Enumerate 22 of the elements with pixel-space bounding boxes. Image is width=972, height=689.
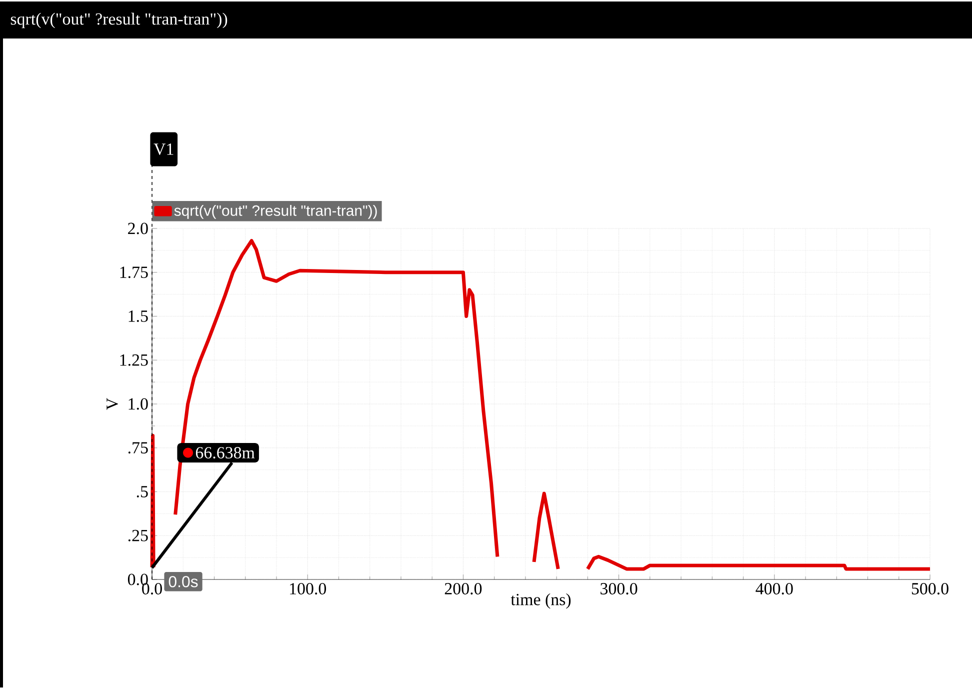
- y-tick-label: 1.5: [128, 310, 148, 322]
- y-tick-label: 1.75: [120, 266, 148, 278]
- annotation: 66.638m: [196, 447, 255, 459]
- x-tick-label: 100.0: [290, 583, 326, 594]
- x-tick-label: 0.0: [142, 583, 162, 594]
- y-axis-title: V: [106, 398, 118, 410]
- y-tick-label: 2.0: [128, 222, 148, 234]
- chart-title: sqrt(v("out" ?result "tran-tran")): [10, 12, 228, 28]
- y-tick-label: .25: [128, 530, 148, 542]
- y-tick-label: .5: [136, 486, 148, 498]
- y-tick-label: 1.0: [128, 398, 148, 410]
- x-axis-title: time (ns): [510, 593, 571, 609]
- y-tick-label: .75: [128, 442, 148, 454]
- x-tick-label: 500.0: [912, 583, 948, 594]
- legend-label: sqrt(v("out" ?result "tran-tran")): [174, 204, 377, 219]
- x-tick-label: 400.0: [756, 583, 793, 594]
- y-tick-label: 1.25: [120, 354, 148, 366]
- x-tick-label: 300.0: [600, 583, 638, 594]
- ref-line-label: V1: [154, 144, 174, 155]
- x-tick-label: 200.0: [444, 583, 482, 594]
- annotation: 0.0s: [168, 576, 198, 588]
- y-tick-label: 0.0: [128, 574, 148, 586]
